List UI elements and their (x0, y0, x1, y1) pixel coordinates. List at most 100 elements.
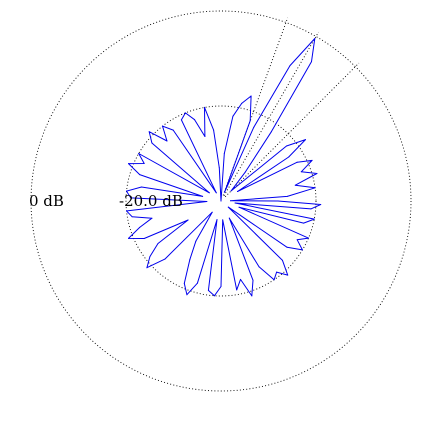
pattern-point (223, 153, 225, 155)
pattern-point (183, 282, 185, 284)
pattern-point (270, 131, 272, 133)
pattern-point (216, 219, 218, 221)
pattern-point (130, 197, 132, 199)
pattern-point (276, 271, 278, 273)
pattern-point (187, 219, 189, 221)
pattern-point (287, 274, 289, 276)
pattern-point (303, 222, 305, 224)
pattern-point (296, 161, 298, 163)
pattern-point (128, 237, 129, 239)
ring-label-0db: 0 dB (29, 192, 64, 210)
inner-ring-minus20db (125, 105, 317, 297)
pattern-point (236, 289, 238, 291)
pattern-point (314, 38, 316, 39)
pattern-point (180, 119, 182, 121)
pattern-point (138, 153, 140, 154)
pattern-point (194, 119, 196, 121)
pattern-point (294, 184, 296, 186)
pattern-point (195, 240, 197, 242)
pattern-point (240, 278, 241, 280)
pattern-point (148, 131, 150, 133)
pattern-point (186, 294, 188, 296)
pattern-point (227, 206, 229, 208)
pattern-point (164, 258, 166, 260)
pattern-point (202, 195, 204, 197)
pattern-point (196, 282, 198, 284)
pattern-point (253, 126, 255, 128)
radiation-pattern-line (126, 38, 322, 297)
pattern-point (184, 112, 186, 114)
pattern-point (282, 259, 283, 261)
pattern-point (313, 218, 315, 220)
pattern-point (251, 295, 253, 297)
pattern-point (300, 171, 302, 173)
pattern-point (204, 136, 206, 137)
pattern-point (128, 163, 129, 165)
pattern-point (258, 266, 260, 268)
pattern-point (220, 200, 222, 202)
pattern-point (204, 106, 205, 108)
pattern-point (234, 202, 236, 204)
pattern-point (238, 206, 240, 208)
pattern-point (310, 208, 312, 210)
pattern-point (305, 139, 306, 141)
pattern-point (224, 191, 226, 193)
pattern-point (149, 256, 151, 258)
pattern-point (157, 243, 159, 244)
pattern-point (189, 259, 191, 261)
pattern-point (307, 237, 309, 239)
pattern-point (151, 217, 153, 219)
pattern-point (151, 142, 153, 144)
beam-line-30 (223, 31, 319, 197)
outer-ring-0db (30, 10, 412, 392)
beam-line-20 (222, 17, 289, 196)
pattern-point (206, 201, 208, 202)
pattern-point (207, 289, 209, 291)
pattern-point (141, 186, 142, 188)
radiation-pattern-points (126, 38, 322, 297)
pattern-point (316, 173, 318, 174)
pattern-point (301, 249, 303, 251)
pattern-point (320, 204, 322, 205)
pattern-point (131, 216, 133, 218)
pattern-point (244, 171, 246, 173)
pattern-point (288, 156, 290, 158)
pattern-point (222, 219, 224, 221)
pattern-point (126, 190, 127, 192)
beam-direction-lines (222, 17, 360, 198)
pattern-point (162, 125, 163, 127)
pattern-point (273, 279, 275, 281)
pattern-point (218, 167, 220, 169)
pattern-point (166, 140, 168, 142)
pattern-point (230, 190, 232, 192)
pattern-point (289, 65, 291, 67)
pattern-point (232, 115, 234, 117)
pattern-point (143, 163, 145, 164)
pattern-point (215, 192, 217, 194)
pattern-point (286, 195, 288, 197)
ring-label-minus20db: -20.0 dB (119, 192, 183, 210)
pattern-point (139, 226, 141, 228)
pattern-point (249, 120, 251, 122)
pattern-point (230, 200, 231, 202)
pattern-point (146, 267, 148, 269)
pattern-point (250, 95, 252, 97)
pattern-point (277, 200, 279, 202)
pattern-point (213, 295, 215, 297)
pattern-point (126, 210, 127, 212)
pattern-point (172, 129, 174, 131)
pattern-point (311, 61, 312, 63)
pattern-point (241, 102, 243, 104)
pattern-point (139, 174, 141, 176)
pattern-point (211, 211, 213, 213)
pattern-point (286, 246, 288, 248)
pattern-point (220, 286, 222, 287)
pattern-point (252, 279, 254, 281)
pattern-point (208, 192, 210, 194)
pattern-point (237, 191, 238, 192)
pattern-point (228, 217, 230, 219)
pattern-point (296, 239, 298, 241)
pattern-point (314, 187, 316, 189)
pattern-point (143, 238, 145, 239)
